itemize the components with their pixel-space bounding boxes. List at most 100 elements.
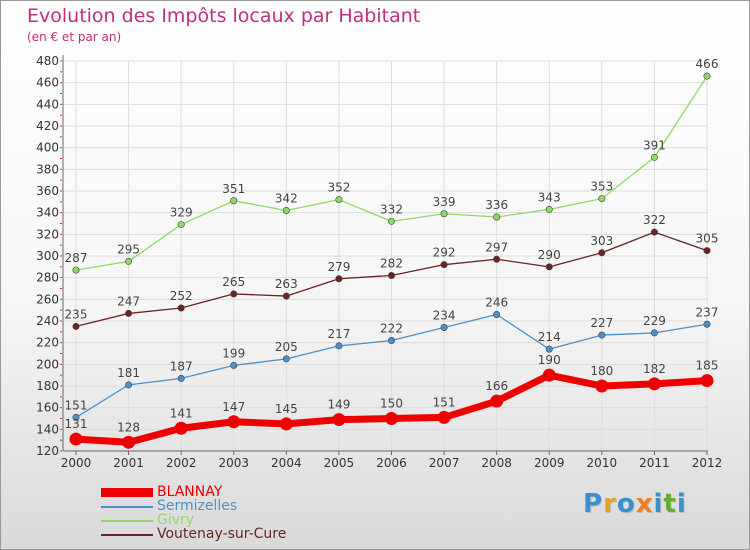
- data-label-sermizelles: 199: [222, 346, 245, 360]
- data-point-givry: [650, 153, 658, 161]
- data-label-sermizelles: 151: [65, 398, 88, 412]
- data-label-voutenay-sur-cure: 282: [380, 257, 403, 271]
- data-label-givry: 342: [275, 192, 298, 206]
- data-point-givry: [282, 207, 290, 215]
- data-point-sermizelles: [177, 374, 185, 382]
- data-point-givry: [177, 221, 185, 229]
- legend-label: Voutenay-sur-Cure: [157, 526, 287, 542]
- x-tick-label: 2004: [271, 456, 302, 470]
- y-tick-label: 340: [36, 206, 59, 220]
- data-label-blannay: 180: [590, 364, 613, 378]
- data-point-sermizelles: [282, 355, 290, 363]
- data-label-blannay: 131: [65, 417, 88, 431]
- data-point-voutenay-sur-cure: [545, 263, 553, 271]
- x-tick-label: 2012: [692, 456, 723, 470]
- data-point-blannay: [69, 432, 83, 446]
- legend-label: Sermizelles: [157, 498, 238, 514]
- data-point-blannay: [279, 417, 293, 431]
- data-label-voutenay-sur-cure: 303: [590, 234, 613, 248]
- data-label-givry: 339: [433, 195, 456, 209]
- x-tick-label: 2008: [481, 456, 512, 470]
- legend-swatch: [101, 505, 153, 508]
- data-label-givry: 329: [170, 206, 193, 220]
- data-point-voutenay-sur-cure: [125, 309, 133, 317]
- logo-letter: P: [583, 489, 604, 519]
- proxiti-logo: Proxiti: [583, 489, 687, 519]
- x-tick-label: 2010: [587, 456, 618, 470]
- data-point-sermizelles: [230, 361, 238, 369]
- data-label-blannay: 149: [327, 398, 350, 412]
- data-point-blannay: [332, 413, 346, 427]
- legend-label: Givry: [157, 512, 195, 528]
- data-label-givry: 353: [590, 180, 613, 194]
- data-label-sermizelles: 187: [170, 359, 193, 373]
- data-point-sermizelles: [125, 381, 133, 389]
- x-tick-label: 2005: [324, 456, 355, 470]
- data-label-blannay: 145: [275, 402, 298, 416]
- data-point-blannay: [122, 435, 136, 449]
- data-label-sermizelles: 214: [538, 330, 561, 344]
- chart-title: Evolution des Impôts locaux par Habitant: [27, 5, 421, 27]
- data-point-sermizelles: [650, 329, 658, 337]
- data-label-blannay: 166: [485, 379, 508, 393]
- data-point-blannay: [700, 374, 714, 388]
- data-point-voutenay-sur-cure: [440, 261, 448, 269]
- data-label-sermizelles: 205: [275, 340, 298, 354]
- legend-label: BLANNAY: [157, 484, 223, 500]
- data-label-givry: 351: [222, 182, 245, 196]
- x-tick-label: 2001: [113, 456, 144, 470]
- data-label-voutenay-sur-cure: 305: [696, 232, 719, 246]
- logo-letter: x: [635, 489, 654, 519]
- y-tick-label: 480: [36, 54, 59, 68]
- data-point-givry: [545, 205, 553, 213]
- logo-letter: i: [653, 489, 664, 519]
- data-point-sermizelles: [493, 310, 501, 318]
- data-point-voutenay-sur-cure: [703, 247, 711, 255]
- data-label-voutenay-sur-cure: 290: [538, 248, 561, 262]
- y-tick-label: 420: [36, 119, 59, 133]
- chart-subtitle: (en € et par an): [27, 30, 122, 44]
- data-label-blannay: 182: [643, 362, 666, 376]
- data-point-sermizelles: [703, 320, 711, 328]
- data-label-sermizelles: 227: [590, 316, 613, 330]
- logo-letter: r: [603, 489, 617, 519]
- data-point-voutenay-sur-cure: [598, 249, 606, 257]
- data-point-givry: [440, 210, 448, 218]
- data-label-sermizelles: 181: [117, 366, 140, 380]
- y-tick-label: 120: [36, 444, 59, 458]
- data-point-givry: [598, 195, 606, 203]
- data-point-givry: [125, 257, 133, 265]
- data-point-blannay: [174, 421, 188, 435]
- data-label-givry: 466: [696, 57, 719, 71]
- y-tick-label: 140: [36, 422, 59, 436]
- data-point-voutenay-sur-cure: [335, 275, 343, 283]
- data-label-sermizelles: 222: [380, 322, 403, 336]
- data-point-givry: [230, 197, 238, 205]
- y-tick-label: 260: [36, 292, 59, 306]
- data-point-voutenay-sur-cure: [72, 322, 80, 330]
- data-label-voutenay-sur-cure: 322: [643, 213, 666, 227]
- data-point-blannay: [490, 394, 504, 408]
- y-tick-label: 200: [36, 357, 59, 371]
- data-label-voutenay-sur-cure: 263: [275, 277, 298, 291]
- data-label-sermizelles: 217: [327, 327, 350, 341]
- data-point-voutenay-sur-cure: [282, 292, 290, 300]
- y-tick-label: 220: [36, 336, 59, 350]
- data-label-givry: 343: [538, 190, 561, 204]
- data-point-givry: [72, 266, 80, 274]
- data-point-blannay: [437, 410, 451, 424]
- data-label-blannay: 141: [170, 406, 193, 420]
- data-point-givry: [703, 72, 711, 80]
- data-label-voutenay-sur-cure: 235: [65, 307, 88, 321]
- data-label-voutenay-sur-cure: 292: [433, 246, 456, 260]
- legend-swatch: [101, 519, 153, 522]
- data-point-givry: [387, 217, 395, 225]
- data-label-givry: 332: [380, 202, 403, 216]
- data-point-voutenay-sur-cure: [230, 290, 238, 298]
- y-tick-label: 440: [36, 97, 59, 111]
- legend-swatch: [101, 488, 153, 497]
- data-point-sermizelles: [598, 331, 606, 339]
- data-label-givry: 336: [485, 198, 508, 212]
